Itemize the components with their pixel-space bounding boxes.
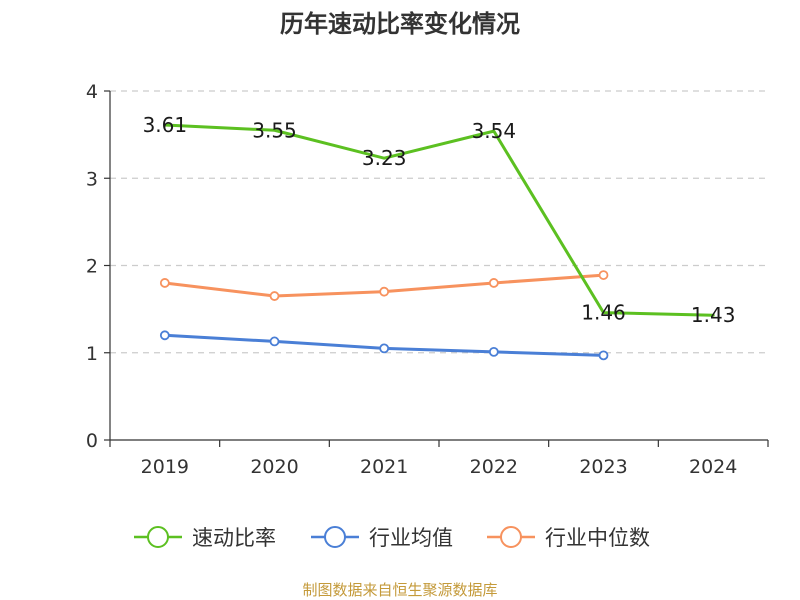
x-tick-label: 2020: [250, 456, 298, 478]
data-label: 3.54: [472, 119, 517, 143]
series-1-point: [269, 336, 280, 347]
legend-marker-icon: [324, 526, 346, 548]
legend-marker-icon: [147, 526, 169, 548]
series-2-point: [159, 278, 170, 288]
data-label: 3.61: [143, 113, 188, 137]
series-2-point: [488, 278, 499, 288]
legend-marker-icon: [500, 526, 522, 548]
x-tick-label: 2021: [360, 456, 408, 478]
x-tick-label: 2023: [579, 456, 627, 478]
x-tick-label: 2022: [470, 456, 518, 478]
ticks: 0 1 2 3 4 2019 2020 2021 2022 2023 2024: [86, 81, 769, 478]
x-tick-label: 2024: [689, 456, 737, 478]
series-1-point: [159, 330, 170, 341]
series-2-point: [598, 270, 609, 280]
series-1-point: [488, 346, 499, 357]
series-2-point: [379, 286, 390, 297]
source-note: 制图数据来自恒生聚源数据库: [302, 581, 497, 599]
series-0-line: [163, 123, 715, 317]
y-tick-label: 1: [86, 343, 98, 365]
data-label: 1.46: [581, 301, 626, 325]
y-tick-label: 0: [86, 430, 98, 452]
series-2-point: [269, 291, 280, 301]
legend-item[interactable]: 行业均值: [311, 526, 453, 550]
legend-label: 行业中位数: [545, 526, 650, 550]
data-label: 1.43: [691, 303, 736, 327]
chart-title: 历年速动比率变化情况: [280, 10, 520, 38]
data-label: 3.23: [362, 146, 407, 170]
data-label: 3.55: [252, 118, 297, 142]
y-tick-label: 2: [86, 256, 98, 278]
legend[interactable]: 速动比率 行业均值 行业中位数: [134, 526, 650, 550]
series-1-point: [598, 350, 609, 361]
legend-label: 行业均值: [369, 526, 453, 550]
legend-item[interactable]: 行业中位数: [487, 526, 650, 550]
y-tick-label: 3: [86, 168, 98, 190]
data-labels: 3.61 3.55 3.23 3.54 1.46 1.43: [143, 113, 736, 327]
y-tick-label: 4: [86, 81, 98, 103]
series-group: [159, 123, 715, 361]
series-1-point: [379, 343, 390, 354]
legend-item[interactable]: 速动比率: [134, 526, 276, 550]
x-tick-label: 2019: [141, 456, 189, 478]
legend-label: 速动比率: [192, 526, 276, 550]
